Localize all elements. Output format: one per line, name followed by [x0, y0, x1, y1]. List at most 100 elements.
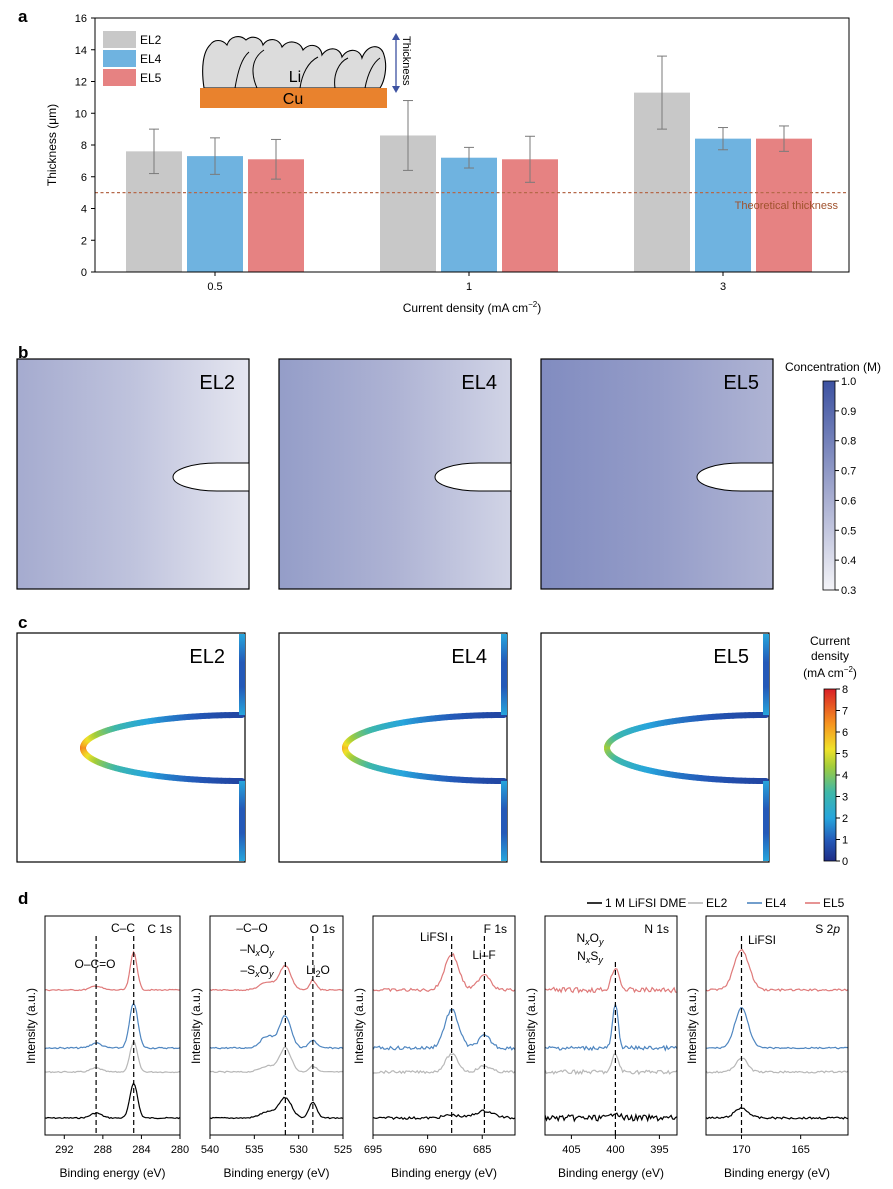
y-axis-label: Intensity (a.u.): [524, 988, 538, 1064]
electrode-edge-top: [763, 634, 769, 715]
legend-swatch-el5: [103, 69, 136, 86]
error-bar-el2-0.5: [149, 128, 159, 175]
y-axis-ticks: 0 2 4 6 8 10 12 14 16: [75, 13, 95, 279]
current-density-colorbar: Current density (mA cm−2) 0 1 2 3 4 5 6 7 8: [803, 634, 857, 868]
x-axis-label: Current density (mA cm−2): [403, 300, 542, 315]
y-tick-label: 8: [81, 140, 87, 152]
xps-subplot-o-1s: 540 535 530 525 O 1s Binding energy (eV) Inten…: [189, 915, 352, 1180]
subplot-title: N 1s: [644, 922, 669, 936]
thickness-arrow-head-top: [392, 33, 400, 40]
error-bar-el5-0.5: [271, 138, 281, 180]
x-tick-label: 540: [201, 1144, 219, 1156]
map-label-el2: EL2: [199, 372, 235, 394]
peak-label: NxOy: [576, 931, 604, 947]
x-axis-label: Binding energy (eV): [223, 1166, 329, 1180]
error-bar-el4-0.5: [210, 137, 220, 175]
x-tick-label: 288: [94, 1144, 112, 1156]
x-tick-label: 292: [55, 1144, 73, 1156]
x-axis-ticks: 0.5 1 3: [207, 272, 726, 293]
x-tick-label: 284: [132, 1144, 150, 1156]
x-tick-label: 695: [364, 1144, 382, 1156]
x-tick-label: 395: [650, 1144, 668, 1156]
legend-label-el5: EL5: [140, 71, 162, 85]
colorbar-tick-label: 0.3: [841, 585, 856, 597]
legend-label-el4: EL4: [140, 52, 162, 66]
xps-trace-el4: [209, 1015, 344, 1050]
peak-label: LiFSI: [748, 933, 776, 947]
thickness-bar-chart: 0 2 4 6 8 10 12 14 16 Theoretical thickness 0.5 1…: [45, 13, 850, 315]
xps-trace-el5: [372, 952, 516, 993]
xps-trace-1-m-lifsi-dme: [44, 1081, 181, 1120]
colorbar-tick-label: 0.7: [841, 466, 856, 478]
colorbar-tick-label: 0.6: [841, 495, 856, 507]
xps-subplot-s-2p: 170 165 S 2p Binding energy (eV) Intensity (…: [685, 915, 849, 1180]
electrode-edge-top: [501, 634, 507, 715]
li-grain-edges: [234, 49, 381, 89]
colorbar-tick-label: 0.9: [841, 406, 856, 418]
xps-trace-el5: [209, 965, 344, 992]
legend-swatch-el2: [103, 31, 136, 48]
theoretical-thickness-label: Theoretical thickness: [735, 200, 839, 212]
concentration-colorbar-bar: [822, 380, 836, 591]
peak-label: –NxOy: [240, 942, 274, 958]
concentration-colorbar: Concentration (M) 0.3 0.4 0.5 0.6 0.7 0.8 0.9 1…: [785, 360, 881, 597]
concentration-colorbar-title: Concentration (M): [785, 360, 881, 374]
current-map-label-el5: EL5: [713, 646, 749, 668]
xps-trace-el5: [705, 948, 849, 992]
y-tick-label: 6: [81, 172, 87, 184]
subplot-title: F 1s: [484, 922, 507, 936]
inset-li-label: Li: [289, 69, 301, 86]
error-bar-el5-3: [779, 125, 789, 152]
y-tick-label: 14: [75, 45, 87, 57]
y-tick-label: 16: [75, 13, 87, 25]
peak-label: O–C=O: [74, 957, 115, 971]
xps-legend: 1 M LiFSI DME EL2 EL4 EL5: [587, 896, 845, 910]
y-tick-label: 4: [81, 204, 87, 216]
x-tick-label: 280: [171, 1144, 189, 1156]
peak-label: –C–O: [236, 921, 267, 935]
electrode-edge-bottom: [763, 781, 769, 861]
x-axis-label: Binding energy (eV): [391, 1166, 497, 1180]
x-tick-label: 1: [466, 281, 472, 293]
cu-substrate: [200, 88, 387, 108]
xps-trace-el5: [544, 968, 678, 994]
error-bar-el4-1: [464, 146, 474, 169]
dendrite-cavity: [172, 462, 250, 492]
colorbar-tick-label: 1.0: [841, 376, 856, 388]
bar-el4-0.5: [187, 156, 243, 272]
xps-trace-el4: [706, 1007, 849, 1050]
dendrite-cavity: [696, 462, 774, 492]
xps-subplot-n-1s: 405 400 395 N 1s Binding energy (eV) Intensit…: [524, 915, 678, 1180]
colorbar-tick-label: 4: [842, 770, 848, 782]
x-tick-label: 685: [473, 1144, 491, 1156]
current-map-el5: EL5: [540, 632, 770, 863]
subplot-title: O 1s: [310, 922, 335, 936]
x-tick-label: 525: [334, 1144, 352, 1156]
colorbar-tick-label: 7: [842, 706, 848, 718]
peak-label: C–C: [111, 921, 135, 935]
panel-label-c: c: [18, 613, 27, 632]
plot-frame: [94, 17, 850, 273]
legend-el4: EL4: [765, 896, 787, 910]
x-tick-label: 405: [562, 1144, 580, 1156]
y-axis-label: Intensity (a.u.): [685, 988, 699, 1064]
legend-el5: EL5: [823, 896, 845, 910]
x-tick-label: 535: [245, 1144, 263, 1156]
subplot-frame: [705, 915, 849, 1136]
colorbar-tick-label: 2: [842, 813, 848, 825]
xps-trace-1-m-lifsi-dme: [705, 1107, 849, 1120]
li-grains-icon: [202, 36, 387, 89]
colorbar-tick-label: 0.4: [841, 555, 856, 567]
legend-el2: EL2: [706, 896, 728, 910]
current-map-label-el2: EL2: [189, 646, 225, 668]
current-map-frame: [16, 632, 246, 863]
colorbar-tick-label: 3: [842, 792, 848, 804]
xps-trace-el5: [44, 950, 180, 992]
xps-trace-1-m-lifsi-dme: [544, 1112, 678, 1123]
error-bar-el2-1: [403, 100, 413, 171]
x-axis-label: Binding energy (eV): [724, 1166, 830, 1180]
bar-series: [126, 55, 812, 272]
legend-dme: 1 M LiFSI DME: [605, 896, 686, 910]
legend-label-el2: EL2: [140, 33, 162, 47]
current-colorbar-title-1: Current: [810, 634, 851, 648]
